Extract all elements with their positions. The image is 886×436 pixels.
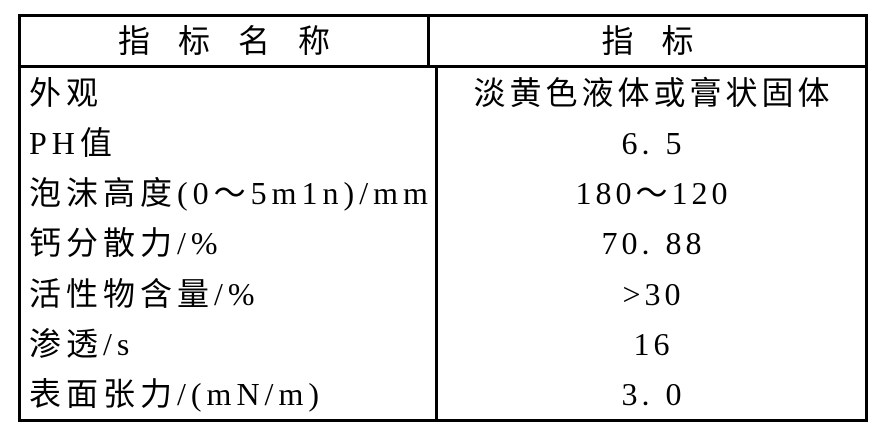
header-cell-indicator: 指标: [430, 17, 865, 65]
header-label-indicator: 指标: [601, 23, 722, 59]
header-cell-indicator-name: 指标名称: [21, 17, 430, 65]
indicator-name-label: 表面张力/(mN/m): [29, 375, 324, 412]
header-label-indicator-name: 指标名称: [117, 23, 358, 59]
indicator-name-cell: 外观: [21, 68, 438, 119]
indicator-name-cell: 活性物含量/%: [21, 268, 438, 319]
table-row: 钙分散力/% 70. 88: [21, 218, 865, 269]
indicator-value-cell: 180～120: [438, 168, 865, 218]
indicator-value-cell: 3. 0: [438, 369, 865, 419]
indicator-name-cell: 渗透/s: [21, 318, 438, 369]
table-row: 活性物含量/% >30: [21, 268, 865, 319]
table-row: 外观 淡黄色液体或膏状固体: [21, 68, 865, 119]
indicator-name-label: 渗透/s: [29, 325, 135, 362]
indicator-name-label: 活性物含量/%: [29, 275, 260, 312]
indicator-name-cell: 钙分散力/%: [21, 218, 438, 269]
indicator-value-label: 16: [633, 325, 674, 362]
indicator-name-label: 泡沫高度(0～5m1n)/mm: [29, 175, 433, 212]
indicator-value-label: 6. 5: [621, 125, 686, 162]
table-row: PH值 6. 5: [21, 118, 865, 169]
indicator-value-cell: 70. 88: [438, 218, 865, 268]
table-header-row: 指标名称 指标: [21, 17, 865, 68]
indicator-value-cell: >30: [438, 269, 865, 319]
table-row: 表面张力/(mN/m) 3. 0: [21, 368, 865, 419]
table-body: 外观 淡黄色液体或膏状固体 PH值 6. 5 泡沫高度(0～5m1n)/mm 1…: [21, 68, 865, 419]
indicator-value-label: 70. 88: [601, 225, 706, 262]
indicator-name-label: 钙分散力/%: [29, 225, 223, 262]
specification-table: 指标名称 指标 外观 淡黄色液体或膏状固体 PH值 6. 5 泡沫高度(0～5m…: [18, 14, 868, 422]
indicator-value-label: 淡黄色液体或膏状固体: [473, 75, 834, 112]
indicator-name-cell: 泡沫高度(0～5m1n)/mm: [21, 168, 438, 219]
table-row: 泡沫高度(0～5m1n)/mm 180～120: [21, 168, 865, 219]
indicator-name-label: 外观: [29, 75, 104, 112]
indicator-value-cell: 16: [438, 319, 865, 369]
indicator-value-cell: 6. 5: [438, 118, 865, 168]
indicator-name-cell: PH值: [21, 118, 438, 169]
indicator-name-cell: 表面张力/(mN/m): [21, 368, 438, 419]
indicator-value-label: 3. 0: [621, 375, 686, 412]
indicator-name-label: PH值: [29, 125, 117, 162]
indicator-value-label: >30: [622, 275, 685, 312]
indicator-value-label: 180～120: [575, 175, 732, 212]
table-row: 渗透/s 16: [21, 318, 865, 369]
indicator-value-cell: 淡黄色液体或膏状固体: [438, 68, 865, 118]
